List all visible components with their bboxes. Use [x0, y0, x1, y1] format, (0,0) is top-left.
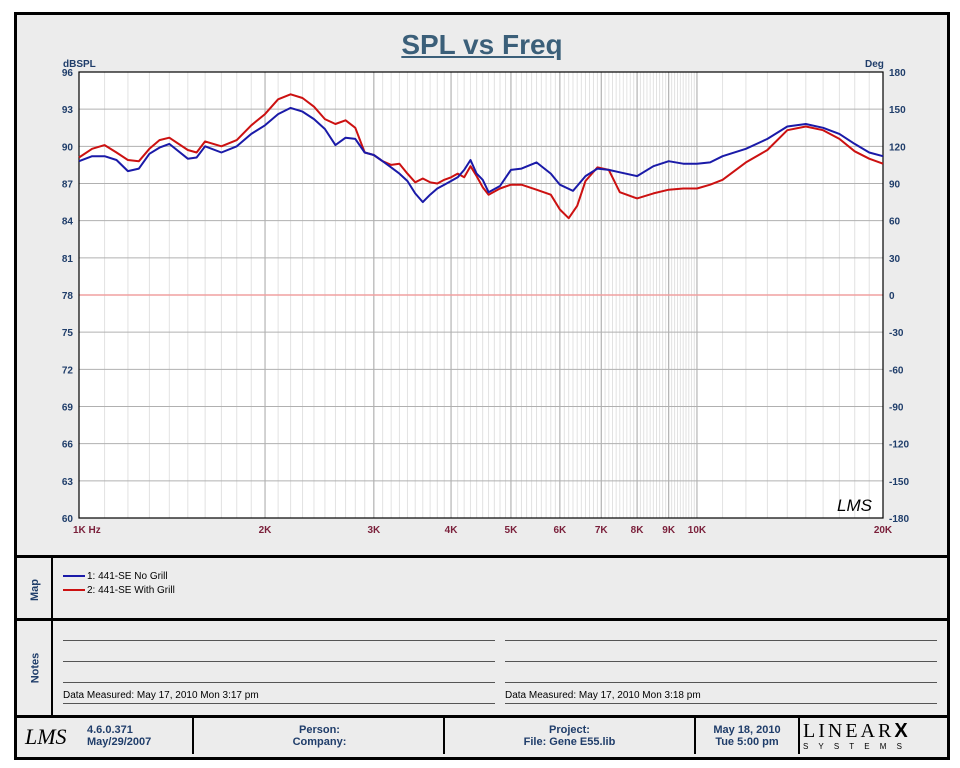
version-info: 4.6.0.371 May/29/2007 — [87, 724, 187, 760]
legend-item: 2: 441-SE With Grill — [63, 583, 175, 597]
note-line — [63, 661, 495, 662]
y2-tick-label: 0 — [889, 291, 895, 302]
person-company: Person: Company: — [197, 724, 442, 760]
y2-tick-label: -150 — [889, 477, 909, 488]
x-tick-label: 7K — [595, 525, 609, 536]
y-tick-label: 87 — [62, 180, 74, 191]
left-measure-date: Data Measured: May 17, 2010 Mon 3:17 pm — [63, 690, 259, 701]
report-frame: SPL vs Freq dBSPL Deg 96 180 93 150 90 120 87 9… — [14, 12, 950, 760]
y-tick-label: 93 — [62, 105, 74, 116]
footer-divider — [443, 718, 445, 754]
note-line — [63, 703, 495, 704]
x-tick-label: 5K — [505, 525, 519, 536]
note-line — [505, 640, 937, 641]
x-tick-label: 4K — [445, 525, 459, 536]
footer-divider — [192, 718, 194, 754]
y2-tick-label: -90 — [889, 403, 904, 414]
lms-logo: LMS — [25, 724, 67, 749]
version-date: May/29/2007 — [87, 736, 152, 748]
report-date: May 18, 2010 Tue 5:00 pm — [697, 724, 797, 760]
right-measure-date: Data Measured: May 17, 2010 Mon 3:18 pm — [505, 690, 701, 701]
note-line — [505, 661, 937, 662]
y-tick-label: 66 — [62, 440, 74, 451]
chart-title: SPL vs Freq — [401, 29, 563, 60]
y-tick-label: 81 — [62, 254, 74, 265]
lms-watermark: LMS — [837, 496, 873, 515]
x-tick-label: 10K — [688, 525, 707, 536]
x-tick-label: 20K — [874, 525, 893, 536]
legend-label: 1: 441-SE No Grill — [87, 570, 168, 582]
y-axis-left-label: dBSPL — [63, 59, 96, 70]
y2-tick-label: 60 — [889, 217, 901, 228]
y-tick-label: 69 — [62, 403, 74, 414]
version-number: 4.6.0.371 — [87, 724, 133, 736]
y2-tick-label: 90 — [889, 180, 901, 191]
plot-border — [78, 71, 884, 519]
y2-tick-label: -180 — [889, 514, 909, 525]
linearx-wordmark: LINEARX — [803, 720, 911, 742]
footer-divider — [798, 718, 800, 754]
map-divider — [51, 558, 53, 619]
legend-swatch-red — [63, 589, 85, 591]
x-tick-label: 1K Hz — [73, 525, 101, 536]
y-tick-label: 60 — [62, 514, 74, 525]
project-info: Project: File: Gene E55.lib — [447, 724, 692, 760]
spl-chart: dBSPL Deg 96 180 93 150 90 120 87 90 84 60 81 30 78 0… — [62, 59, 910, 536]
company-label: Company: — [292, 736, 347, 748]
y-tick-label: 96 — [62, 68, 74, 79]
y-tick-label: 75 — [62, 328, 74, 339]
footer-bar: LMS 4.6.0.371 May/29/2007 Person: Compan… — [17, 718, 947, 757]
date-line: May 18, 2010 — [713, 724, 781, 736]
y2-tick-label: 120 — [889, 142, 906, 153]
y2-tick-label: 150 — [889, 105, 906, 116]
divider — [17, 555, 947, 558]
note-line — [63, 682, 495, 683]
series-line — [78, 106, 884, 204]
x-tick-label: 2K — [259, 525, 273, 536]
y2-tick-label: -120 — [889, 440, 909, 451]
y2-tick-label: -60 — [889, 365, 904, 376]
map-section-label: Map — [29, 579, 41, 601]
y-tick-label: 72 — [62, 365, 74, 376]
y2-tick-label: 30 — [889, 254, 901, 265]
notes-section-label: Notes — [29, 652, 41, 684]
y-axis-right-label: Deg — [865, 59, 884, 70]
x-tick-label: 3K — [367, 525, 381, 536]
note-line — [505, 682, 937, 683]
legend-label: 2: 441-SE With Grill — [87, 584, 175, 596]
project-label: Project: — [549, 724, 590, 736]
linearx-subtitle: S Y S T E M S — [803, 742, 906, 751]
map-legend: 1: 441-SE No Grill 2: 441-SE With Grill — [63, 569, 175, 597]
linearx-logo: LINEARX S Y S T E M S — [803, 720, 943, 756]
day-time-line: Tue 5:00 pm — [715, 736, 779, 748]
note-line — [63, 640, 495, 641]
x-tick-label: 8K — [631, 525, 645, 536]
person-label: Person: — [299, 724, 340, 736]
footer-divider — [694, 718, 696, 754]
y-tick-label: 63 — [62, 477, 74, 488]
divider — [17, 618, 947, 621]
file-label: File: Gene E55.lib — [523, 736, 616, 748]
y2-tick-label: -30 — [889, 328, 904, 339]
legend-swatch-blue — [63, 575, 85, 577]
y2-tick-label: 180 — [889, 68, 906, 79]
notes-divider — [51, 621, 53, 715]
x-tick-label: 9K — [662, 525, 676, 536]
legend-item: 1: 441-SE No Grill — [63, 569, 175, 583]
note-line — [505, 703, 937, 704]
series-line — [78, 93, 884, 220]
divider — [17, 715, 947, 718]
y-tick-label: 78 — [62, 291, 74, 302]
y-tick-label: 84 — [62, 217, 74, 228]
x-tick-label: 6K — [553, 525, 567, 536]
y-tick-label: 90 — [62, 142, 74, 153]
